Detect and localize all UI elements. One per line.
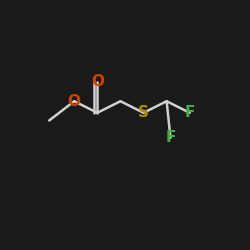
Text: O: O: [91, 74, 104, 90]
Text: F: F: [184, 105, 195, 120]
Text: S: S: [138, 105, 149, 120]
Text: O: O: [68, 94, 81, 109]
Text: F: F: [165, 130, 176, 145]
